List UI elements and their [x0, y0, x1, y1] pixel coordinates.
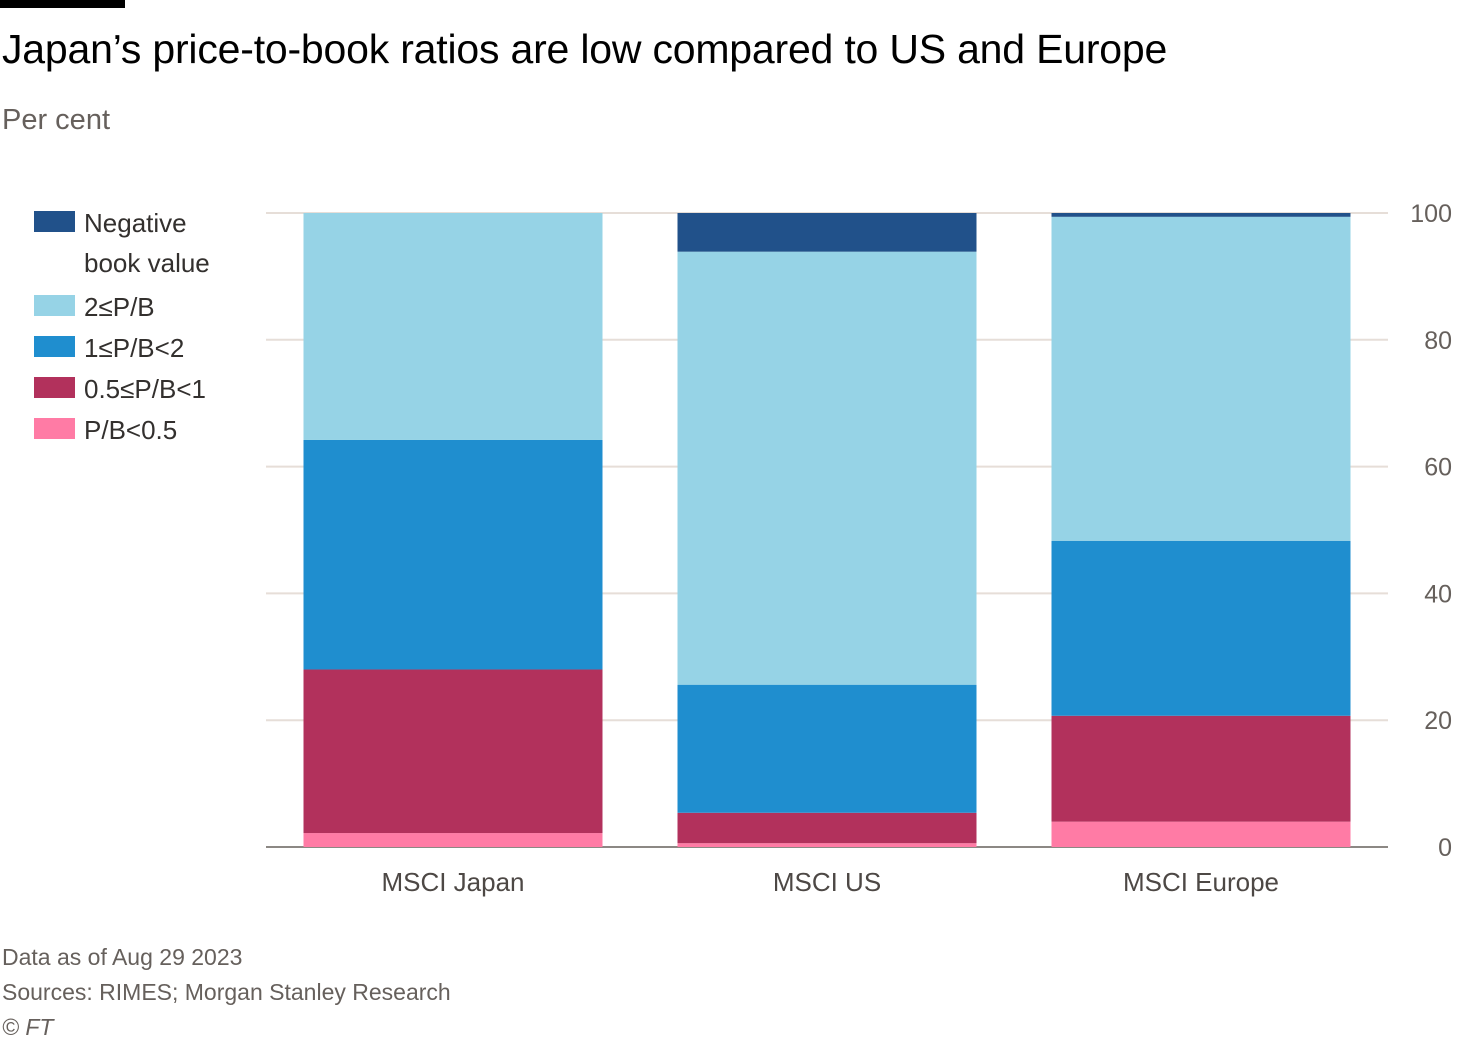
data-date-note: Data as of Aug 29 2023 [2, 944, 243, 970]
legend-label-pb-2-plus: 2≤P/B [84, 292, 155, 322]
legend-label-line-2: book value [84, 248, 210, 278]
bar-segment-msci-us-0-5-p-b-1 [677, 812, 977, 844]
y-tick-label-100: 100 [1410, 200, 1452, 228]
x-category-label-msci-japan: MSCI Japan [381, 867, 524, 897]
legend-swatch-pb-2-plus [34, 295, 75, 316]
bar-segment-msci-japan-1-p-b-2 [303, 439, 603, 670]
bar-segment-msci-europe-1-p-b-2 [1051, 540, 1351, 716]
y-tick-label-20: 20 [1424, 707, 1452, 735]
bar-segment-msci-us-2-p-b [677, 251, 977, 685]
bar-segment-msci-us-p-b-0-5 [677, 843, 977, 847]
legend-label-negative-book-value: Negative book value [84, 203, 210, 283]
copyright-note: © FT [2, 1014, 54, 1040]
bar-segment-msci-japan-p-b-0-5 [303, 833, 603, 847]
bar-segment-msci-europe-negative-book-value [1051, 213, 1351, 217]
x-category-label-msci-us: MSCI US [773, 867, 881, 897]
legend-swatch-negative-book-value [34, 211, 75, 232]
y-tick-label-80: 80 [1424, 327, 1452, 355]
legend-label-pb-05-to-1: 0.5≤P/B<1 [84, 374, 206, 404]
y-tick-label-0: 0 [1438, 834, 1452, 862]
chart-subtitle: Per cent [2, 104, 110, 136]
legend-label-pb-under-05: P/B<0.5 [84, 415, 178, 445]
bar-segment-msci-japan-0-5-p-b-1 [303, 669, 603, 834]
bar-segment-msci-us-1-p-b-2 [677, 684, 977, 813]
chart-title: Japan’s price-to-book ratios are low com… [2, 26, 1168, 72]
top-accent-bar [0, 0, 125, 8]
legend-swatch-pb-05-to-1 [34, 377, 75, 398]
x-category-label-msci-europe: MSCI Europe [1123, 867, 1279, 897]
sources-note: Sources: RIMES; Morgan Stanley Research [2, 979, 451, 1005]
legend-label-pb-1-to-2: 1≤P/B<2 [84, 333, 185, 363]
bar-segment-msci-us-negative-book-value [677, 213, 977, 252]
legend-label-line-1: Negative [84, 208, 187, 238]
bar-segment-msci-europe-2-p-b [1051, 216, 1351, 541]
legend-swatch-pb-1-to-2 [34, 336, 75, 357]
legend-swatch-pb-under-05 [34, 418, 75, 439]
bar-segment-msci-japan-2-p-b [303, 213, 603, 440]
bar-segment-msci-europe-p-b-0-5 [1051, 821, 1351, 847]
y-tick-label-40: 40 [1424, 580, 1452, 608]
y-tick-label-60: 60 [1424, 454, 1452, 482]
bar-segment-msci-europe-0-5-p-b-1 [1051, 715, 1351, 822]
